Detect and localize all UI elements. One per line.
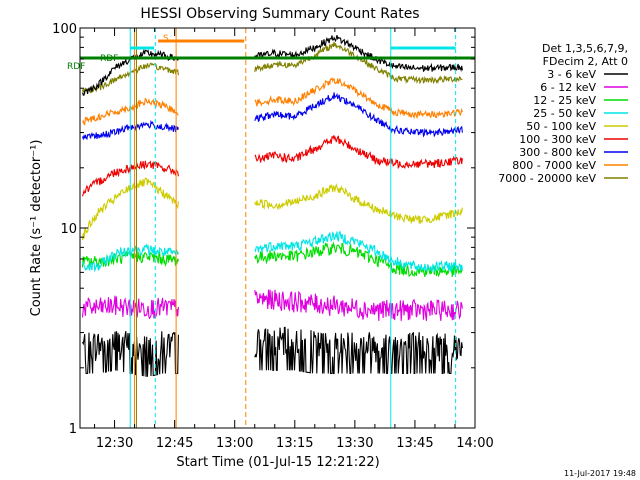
axis-layer: 12:30 12:45 13:00 13:15 13:30 13:45 14:00 1 10 10… [52,22,494,451]
series-10-line-2 [254,34,463,73]
legend-label-6: 100 - 300 keV [519,133,596,146]
x-tick-label-1: 12:30 [96,436,133,451]
y-tick-label-3: 100 [52,22,77,37]
x-axis-label: Start Time (01-Jul-15 12:21:22) [176,455,379,470]
legend-label-2: 6 - 12 keV [540,81,596,94]
series-5-line-2 [254,183,463,225]
x-tick-label-6: 13:45 [396,436,433,451]
series-6-line-2 [254,134,463,170]
annotation-s: S [163,34,169,44]
y-tick-label-1: 1 [69,422,77,437]
series-7-line-2 [254,92,463,138]
overlay-layer: RDF RDF S [67,28,475,428]
y-axis-label: Count Rate (s⁻¹ detector⁻¹) [29,140,44,317]
legend-label-4: 25 - 50 keV [533,107,596,120]
legend-label-9: 7000 - 20000 keV [498,172,596,185]
legend: Det 1,3,5,6,7,9,FDecim 2, Att 03 - 6 keV… [498,42,628,185]
series-4-line-2 [254,230,463,274]
legend-label-1: 3 - 6 keV [547,68,596,81]
footer-timestamp: 11-Jul-2017 19:48 [564,469,636,478]
series-1-line-2 [254,326,463,375]
x-tick-label-4: 13:15 [276,436,313,451]
chart-title: HESSI Observing Summary Count Rates [140,6,419,22]
x-tick-label-3: 13:00 [216,436,253,451]
series-9-line-2 [254,41,463,85]
legend-label-8: 800 - 7000 keV [512,159,596,172]
series-8-line-2 [254,76,463,120]
legend-header-2: FDecim 2, Att 0 [543,55,628,68]
legend-label-7: 300 - 800 keV [519,146,596,159]
y-tick-label-2: 10 [60,222,77,237]
legend-label-3: 12 - 25 keV [533,94,596,107]
x-tick-label-2: 12:45 [156,436,193,451]
x-tick-label-5: 13:30 [336,436,373,451]
series-layer [81,34,463,377]
series-2-line-2 [254,289,463,321]
legend-label-5: 50 - 100 keV [526,120,596,133]
annotation-rdf-1: RDF [67,62,85,72]
legend-header-1: Det 1,3,5,6,7,9, [542,42,628,55]
annotation-rdf-2: RDF [100,54,118,64]
x-tick-label-7: 14:00 [456,436,493,451]
